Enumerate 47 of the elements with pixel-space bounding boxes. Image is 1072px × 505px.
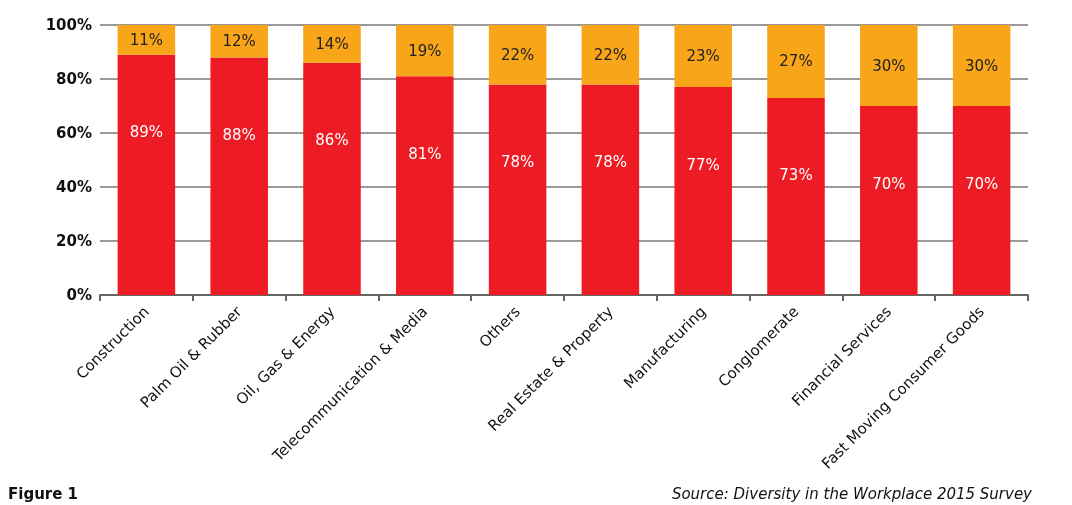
- data-label: 19%: [408, 41, 442, 60]
- bar: [396, 76, 454, 295]
- bar: [303, 62, 361, 295]
- data-label: 77%: [686, 155, 720, 174]
- source-note: Source: Diversity in the Workplace 2015 Survey: [671, 484, 1034, 503]
- y-tick-label: 60%: [56, 124, 92, 142]
- y-tick-label: 20%: [56, 232, 92, 250]
- bar: [396, 25, 454, 77]
- data-label: 78%: [500, 152, 535, 171]
- data-label: 30%: [872, 56, 906, 75]
- data-label: 89%: [129, 123, 164, 142]
- data-label: 88%: [222, 125, 256, 144]
- data-label: 12%: [222, 32, 256, 51]
- bar: [674, 25, 732, 88]
- data-label: 30%: [964, 56, 999, 75]
- y-tick-label: 80%: [56, 70, 92, 88]
- bar: [210, 57, 268, 295]
- bar: [581, 25, 640, 85]
- bar: [117, 54, 176, 295]
- bar: [860, 25, 918, 106]
- bar: [303, 25, 361, 63]
- bar: [767, 97, 825, 295]
- data-label: 22%: [593, 45, 628, 64]
- bar: [952, 25, 1011, 106]
- bar: [952, 106, 1011, 295]
- data-label: 70%: [964, 174, 999, 193]
- y-tick-label: 100%: [45, 16, 92, 34]
- data-label: 73%: [779, 166, 813, 185]
- bar: [674, 87, 732, 295]
- bar: [581, 84, 640, 295]
- caption: Figure 1: [8, 484, 79, 503]
- data-label: 27%: [779, 52, 813, 71]
- data-label: 11%: [129, 30, 164, 49]
- y-tick-label: 40%: [56, 178, 92, 196]
- data-label: 70%: [872, 174, 906, 193]
- y-tick-label: 0%: [66, 286, 92, 304]
- data-label: 86%: [315, 131, 349, 150]
- bar: [488, 25, 547, 85]
- data-label: 23%: [686, 47, 720, 66]
- bar: [488, 84, 547, 295]
- data-label: 81%: [408, 144, 442, 163]
- bar: [767, 25, 825, 98]
- bar: [860, 106, 918, 295]
- data-label: 22%: [500, 45, 535, 64]
- data-label: 14%: [315, 34, 349, 53]
- bar: [117, 25, 176, 55]
- data-label: 78%: [593, 152, 628, 171]
